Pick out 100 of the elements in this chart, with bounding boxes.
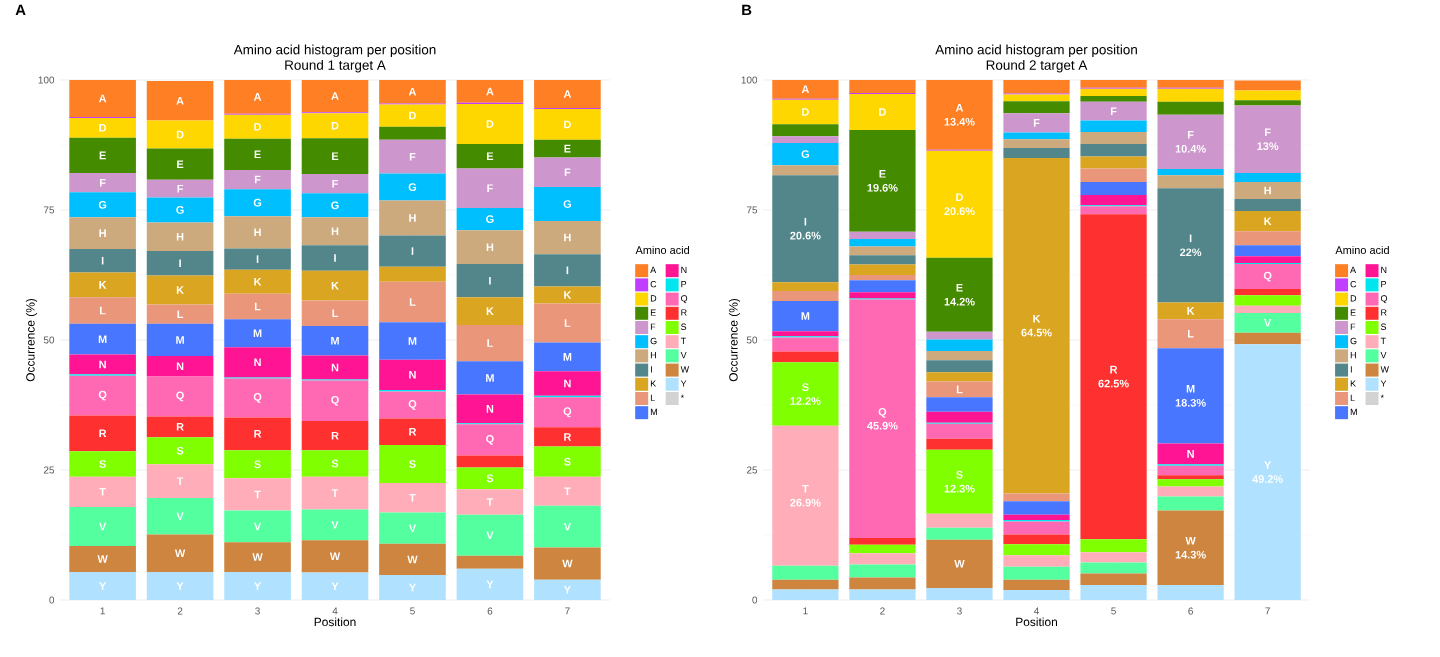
y-tick-label: 75 <box>746 206 758 214</box>
text: K <box>1264 217 1272 225</box>
legend-label: H <box>650 352 656 359</box>
text: V <box>99 522 107 531</box>
text: G <box>801 150 809 158</box>
text: Y <box>409 583 416 592</box>
text: L <box>956 385 963 394</box>
legend-label: F <box>650 323 656 330</box>
text: W <box>252 553 263 561</box>
y-tick-label: 100 <box>741 76 758 84</box>
legend-label: L <box>650 394 655 401</box>
text: D <box>331 121 339 130</box>
text: D <box>99 124 107 132</box>
text: F <box>100 178 106 187</box>
legend-label: Y <box>1380 380 1387 387</box>
legend-label: * <box>1380 394 1384 398</box>
legend-title: Amino acid <box>635 245 689 254</box>
text: D <box>409 111 416 120</box>
text: E <box>879 170 886 178</box>
text: K <box>99 281 107 289</box>
legend-label: Q <box>681 295 688 304</box>
text: A <box>98 94 107 103</box>
legend-label: G <box>650 337 657 345</box>
text: D <box>486 120 494 128</box>
text: E <box>177 160 184 168</box>
text: A <box>176 97 184 105</box>
legend-label: R <box>681 309 687 316</box>
text: E <box>99 151 106 160</box>
text: N <box>99 360 106 369</box>
data-label: 13% <box>1257 142 1279 151</box>
text: M <box>253 329 262 337</box>
y-tick-label: 0 <box>752 596 758 604</box>
text: M <box>563 353 572 361</box>
text: Y <box>176 582 184 590</box>
text: F <box>1187 131 1194 139</box>
text: E <box>254 150 261 159</box>
text: Y <box>99 582 107 590</box>
legend-label: Y <box>680 380 687 387</box>
text: V <box>408 524 417 532</box>
text: A <box>563 90 572 98</box>
data-label: 22% <box>1180 248 1202 257</box>
x-tick-label: 3 <box>957 607 962 615</box>
text: L <box>177 310 184 319</box>
text: T <box>802 484 809 493</box>
chart-title: Amino acid histogram per position <box>233 44 436 58</box>
legend-label: E <box>1350 309 1356 316</box>
legend-label: K <box>1350 380 1356 387</box>
text: N <box>331 363 339 372</box>
text: G <box>253 198 262 207</box>
legend-label: F <box>1350 323 1356 330</box>
legend-title: Amino acid <box>1335 245 1389 254</box>
data-label: 20.6% <box>944 207 975 216</box>
data-label: 14.3% <box>1175 550 1206 559</box>
x-tick-label: 5 <box>1111 607 1116 615</box>
legend-label: M <box>650 408 657 416</box>
legend-label: C <box>650 281 657 288</box>
data-label: 10.4% <box>1175 144 1206 153</box>
text: A <box>486 87 494 96</box>
text: H <box>99 229 106 237</box>
text: S <box>956 470 963 479</box>
text: G <box>176 206 184 214</box>
text: W <box>174 549 186 557</box>
text: Q <box>253 393 262 403</box>
text: Y <box>1264 461 1272 469</box>
y-axis-title: Occurrence (%) <box>728 298 741 382</box>
text: M <box>486 374 494 382</box>
text: G <box>98 200 107 209</box>
text: F <box>177 184 184 193</box>
text: W <box>407 555 418 564</box>
text: W <box>562 559 573 568</box>
text: W <box>329 552 341 561</box>
legend-label: P <box>681 281 687 288</box>
legend-label: C <box>1350 281 1357 288</box>
text: M <box>1186 385 1195 393</box>
data-label: 49.2% <box>1252 475 1283 483</box>
x-tick-label: 4 <box>332 607 338 615</box>
text: I <box>334 254 336 262</box>
text: S <box>176 446 184 455</box>
legend-label: I <box>1350 366 1352 373</box>
y-tick-label: 50 <box>746 336 758 344</box>
text: I <box>101 256 104 265</box>
text: H <box>409 214 416 222</box>
text: I <box>411 247 414 255</box>
legend-label: P <box>1381 281 1387 288</box>
text: F <box>1265 128 1271 136</box>
text: K <box>331 281 339 290</box>
text: I <box>804 217 807 226</box>
legend-label: V <box>1380 352 1387 359</box>
legend-label: W <box>680 366 690 373</box>
text: I <box>179 259 181 268</box>
text: K <box>1187 307 1195 315</box>
text: H <box>331 227 339 236</box>
text: L <box>564 319 571 327</box>
text: A <box>801 85 810 94</box>
text: L <box>487 339 493 347</box>
text: Q <box>878 407 887 418</box>
text: I <box>489 276 491 285</box>
text: R <box>564 433 572 441</box>
text: G <box>331 201 339 210</box>
text: S <box>331 459 339 468</box>
